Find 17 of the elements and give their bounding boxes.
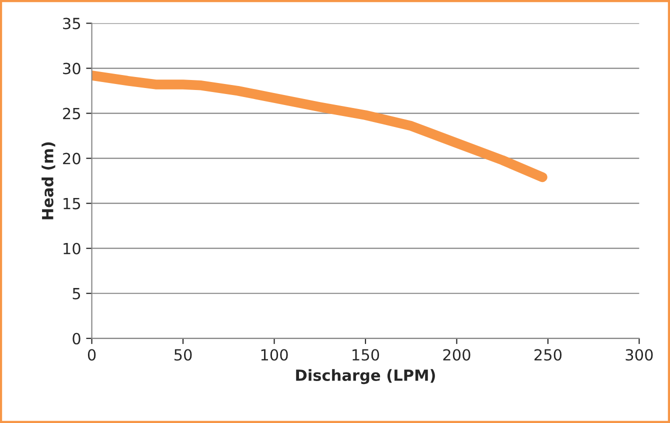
y-tick-label: 0 xyxy=(72,332,80,344)
x-tick-label: 50 xyxy=(174,349,192,361)
y-tick-label: 20 xyxy=(63,152,80,164)
x-tick-label: 0 xyxy=(88,349,96,361)
x-tick-label: 100 xyxy=(261,349,288,361)
x-tick-label: 300 xyxy=(626,349,653,361)
y-tick-label: 25 xyxy=(63,108,80,120)
y-tick-label: 15 xyxy=(64,198,80,210)
x-axis-title: Discharge (LPM) xyxy=(296,369,435,384)
y-tick-label: 5 xyxy=(72,288,80,300)
y-axis-title: Head (m) xyxy=(42,142,56,220)
x-tick-label: 150 xyxy=(352,349,380,361)
y-tick-label: 10 xyxy=(64,242,80,254)
y-tick-label: 30 xyxy=(63,62,80,74)
y-tick-label: 35 xyxy=(63,18,80,30)
x-tick-label: 250 xyxy=(534,349,562,361)
x-tick-label: 200 xyxy=(443,349,470,361)
